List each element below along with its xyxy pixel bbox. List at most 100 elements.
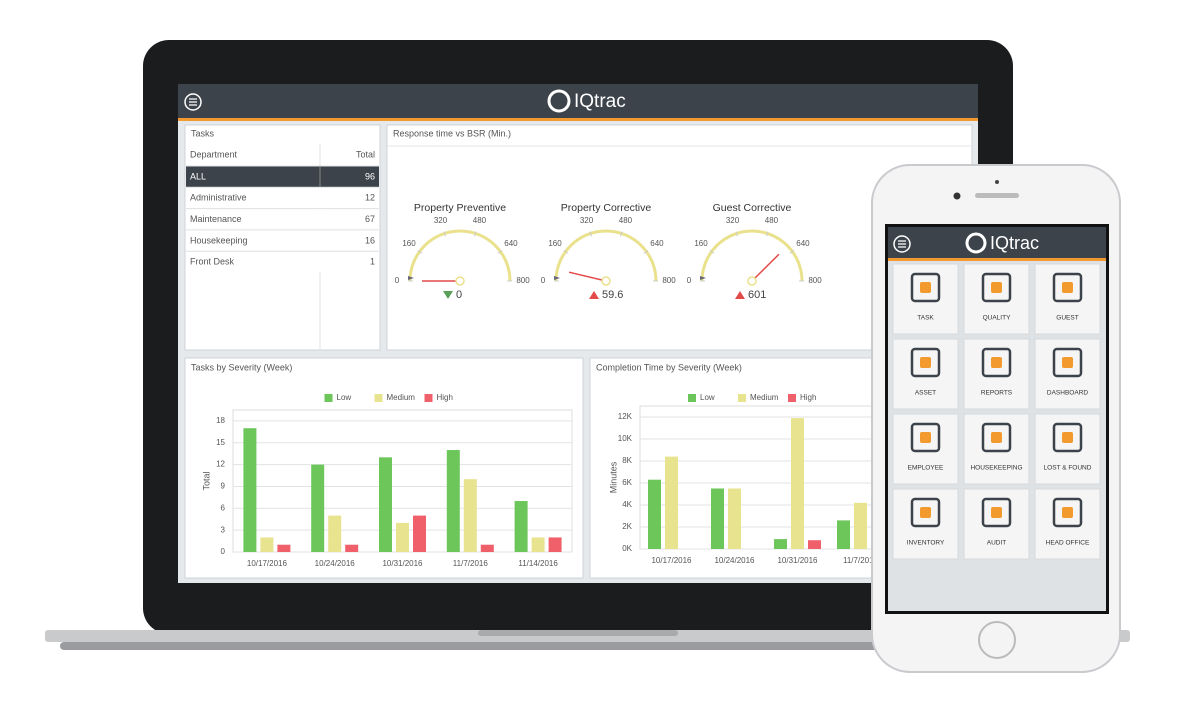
menu-tile[interactable] (892, 263, 959, 335)
bar (446, 450, 460, 552)
legend-swatch[interactable] (738, 394, 746, 402)
panel-title: Tasks (191, 128, 215, 138)
tile-icon (910, 422, 941, 453)
gauge-tick (417, 250, 423, 254)
bar (774, 539, 787, 549)
menu-tile[interactable] (892, 488, 959, 560)
bar (854, 502, 867, 549)
department: Front Desk (190, 257, 235, 267)
bar (463, 479, 477, 552)
y-tick-label: 4K (622, 500, 632, 509)
gauge-tick-label: 320 (580, 216, 594, 225)
menu-label: DASHBOARD (1047, 390, 1088, 397)
y-tick-label: 2K (622, 522, 632, 531)
bar (260, 537, 274, 552)
gauge-hub (601, 276, 611, 286)
gauge-hub (747, 276, 757, 286)
gauge-tick-label: 800 (516, 276, 530, 285)
legend-label: Medium (750, 393, 779, 402)
header-accent (178, 118, 978, 121)
trend-arrow (735, 291, 745, 299)
y-tick-label: 0K (622, 544, 632, 553)
column-header: Total (356, 149, 375, 159)
y-tick-label: 0 (221, 547, 226, 556)
gauge-tick (443, 231, 446, 237)
legend-swatch[interactable] (688, 394, 696, 402)
table-row[interactable] (186, 166, 379, 187)
gauge-title: Property Preventive (414, 202, 506, 214)
app-header (178, 84, 978, 118)
task-total: 16 (365, 235, 375, 245)
task-total: 96 (365, 171, 375, 181)
gauge-tick (709, 250, 715, 254)
tile-icon (1052, 272, 1083, 303)
panel-title: Tasks by Severity (Week) (191, 362, 292, 372)
menu-icon (898, 240, 906, 248)
menu-label: HOUSEKEEPING (970, 465, 1022, 472)
gauge-tick (563, 250, 569, 254)
menu-tile[interactable] (963, 338, 1030, 410)
gauge-tick (620, 231, 623, 237)
trend-arrow (589, 291, 599, 299)
gauge-tick (589, 231, 592, 237)
gauge-tick-label: 800 (808, 276, 822, 285)
menu-tile[interactable] (1034, 413, 1101, 485)
bar (379, 457, 392, 552)
y-tick-label: 9 (221, 482, 226, 491)
gauge-tick-label: 0 (395, 276, 400, 285)
tile-icon-accent (991, 432, 1002, 443)
menu-tile[interactable] (892, 413, 959, 485)
menu-label: AUDIT (987, 540, 1007, 547)
menu-tile[interactable] (963, 263, 1030, 335)
gauge-pointer (554, 276, 560, 280)
table-row[interactable] (186, 208, 379, 230)
menu-tile[interactable] (1034, 488, 1101, 560)
legend-swatch[interactable] (788, 394, 796, 402)
bar (243, 428, 257, 552)
x-tick-label: 10/24/2016 (714, 556, 755, 565)
bar (311, 464, 325, 552)
gauge-tick-label: 320 (726, 216, 740, 225)
logo-mark (547, 89, 571, 113)
brand: IQtrac (574, 91, 626, 112)
legend-label: Low (700, 393, 715, 402)
menu-icon (189, 98, 197, 106)
gauge-tick-label: 640 (504, 239, 518, 248)
menu-tile[interactable] (1034, 263, 1101, 335)
menu-tile[interactable] (1034, 338, 1101, 410)
table-row[interactable] (186, 187, 379, 209)
menu-tile[interactable] (963, 413, 1030, 485)
phone-sensor (995, 180, 999, 184)
home-button[interactable] (978, 621, 1016, 659)
table-row[interactable] (186, 251, 379, 273)
laptop-notch (478, 630, 678, 636)
legend-swatch[interactable] (374, 394, 383, 402)
gauge-title: Guest Corrective (713, 202, 792, 214)
legend-label: High (437, 393, 453, 402)
gauge-tick (474, 231, 477, 237)
y-axis-label: Minutes (608, 461, 618, 493)
x-tick-label: 10/31/2016 (382, 559, 423, 568)
bar (548, 537, 562, 552)
y-tick-label: 6 (221, 503, 226, 512)
department: ALL (190, 171, 206, 181)
legend-swatch[interactable] (324, 394, 333, 402)
menu-tile[interactable] (892, 338, 959, 410)
gauge-value: 59.6 (602, 289, 623, 301)
legend-swatch[interactable] (424, 394, 433, 402)
gauge-tick-label: 480 (619, 216, 633, 225)
y-tick-label: 15 (216, 438, 225, 447)
menu-tile[interactable] (963, 488, 1030, 560)
gauge-arc (554, 229, 658, 282)
menu-button[interactable] (893, 235, 911, 253)
gauge-tick-label: 640 (650, 239, 664, 248)
bar (791, 418, 804, 549)
bar (665, 456, 678, 549)
gauge-tick-label: 640 (796, 239, 810, 248)
bar (413, 515, 426, 552)
gauge-tick-label: 0 (541, 276, 546, 285)
panel-title: Response time vs BSR (Min.) (393, 128, 511, 138)
menu-button[interactable] (184, 93, 202, 111)
table-row[interactable] (186, 229, 379, 251)
